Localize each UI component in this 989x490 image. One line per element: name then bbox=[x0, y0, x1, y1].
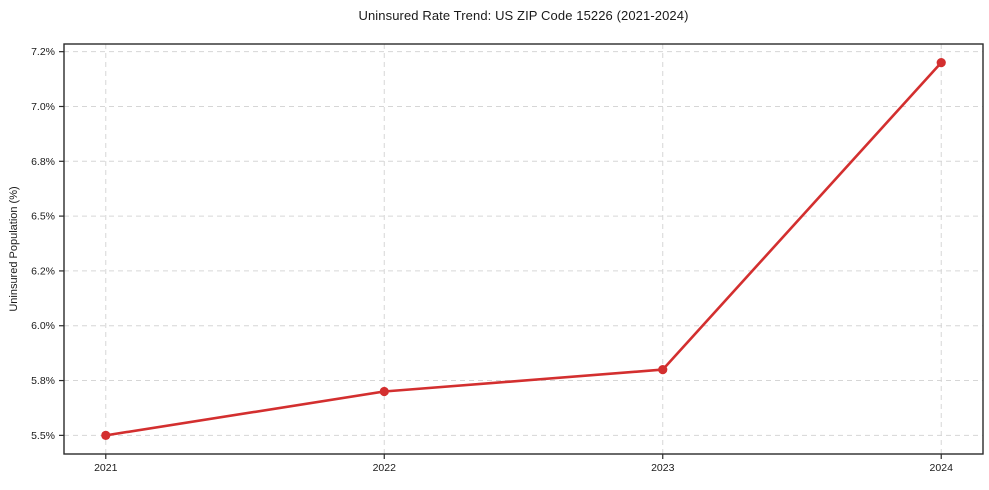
data-point-marker bbox=[658, 364, 668, 375]
x-tick-label: 2024 bbox=[930, 462, 954, 474]
data-point-marker bbox=[936, 58, 946, 68]
y-axis-label: Uninsured Population (%) bbox=[8, 186, 20, 312]
chart-title: Uninsured Rate Trend: US ZIP Code 15226 … bbox=[358, 8, 689, 23]
x-tick-label: 2023 bbox=[651, 462, 675, 474]
x-tick-label: 2021 bbox=[94, 462, 118, 474]
plot-border bbox=[63, 43, 984, 455]
y-tick-label: 7.2% bbox=[31, 46, 55, 58]
data-point-marker bbox=[379, 386, 389, 397]
y-tick-label: 6.2% bbox=[31, 265, 55, 277]
trend-line bbox=[104, 61, 943, 437]
y-tick-label: 6.8% bbox=[31, 156, 55, 168]
x-tick-label: 2022 bbox=[373, 462, 397, 474]
y-tick-label: 5.5% bbox=[31, 430, 55, 442]
y-tick-label: 7.0% bbox=[31, 101, 55, 113]
data-point-marker bbox=[101, 430, 111, 440]
y-tick-label: 6.0% bbox=[31, 320, 55, 332]
y-tick-label: 5.8% bbox=[31, 375, 55, 387]
y-tick-label: 6.5% bbox=[31, 211, 55, 223]
